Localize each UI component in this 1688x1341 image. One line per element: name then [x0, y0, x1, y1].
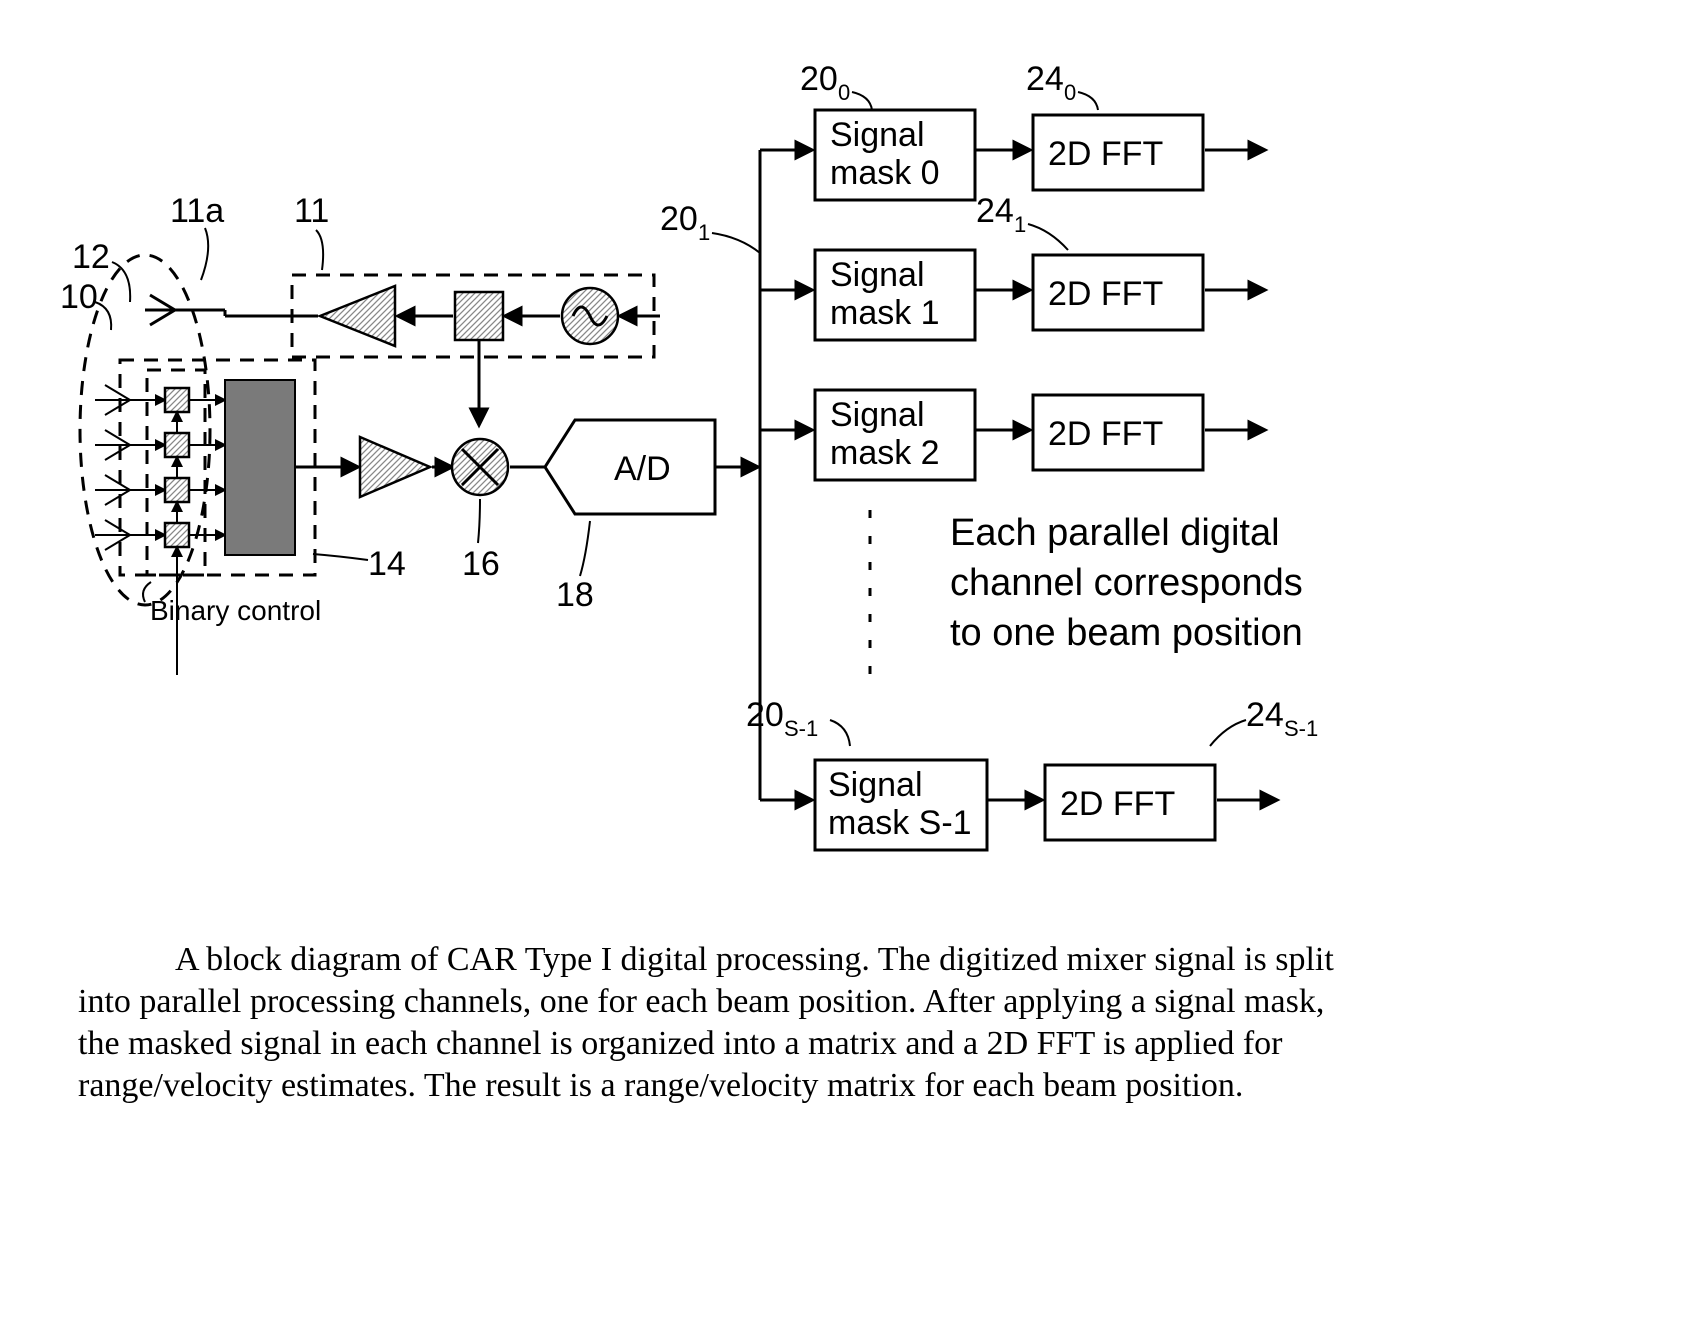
svg-text:mask S-1: mask S-1	[828, 804, 972, 842]
svg-text:16: 16	[462, 545, 500, 583]
svg-text:mask 2: mask 2	[830, 434, 940, 472]
svg-text:2D FFT: 2D FFT	[1060, 785, 1175, 823]
side-note-line2: channel corresponds	[950, 562, 1303, 604]
caption-line2: into parallel processing channels, one f…	[78, 983, 1324, 1020]
amplifier-icon	[360, 437, 430, 497]
car-diagram: Binary control	[0, 0, 1688, 1341]
svg-text:S-1: S-1	[1284, 716, 1318, 741]
channel-last: Signal mask S-1 2D FFT	[760, 760, 1277, 850]
channel-1: Signal mask 1 2D FFT	[760, 250, 1265, 340]
svg-text:Signal: Signal	[830, 116, 925, 154]
svg-text:20: 20	[746, 696, 784, 734]
svg-text:Signal: Signal	[830, 256, 925, 294]
channel-0: Signal mask 0 2D FFT	[760, 110, 1265, 200]
side-note-line1: Each parallel digital	[950, 512, 1280, 554]
svg-text:0: 0	[1064, 80, 1076, 105]
svg-text:12: 12	[72, 238, 110, 276]
caption-line1: A block diagram of CAR Type I digital pr…	[175, 941, 1334, 978]
tx-antenna	[145, 295, 225, 325]
caption-line4: range/velocity estimates. The result is …	[78, 1067, 1243, 1104]
ad-label: A/D	[614, 450, 671, 488]
svg-text:2D FFT: 2D FFT	[1048, 275, 1163, 313]
binary-control-label: Binary control	[150, 595, 321, 626]
svg-text:24: 24	[1026, 60, 1064, 98]
side-note-line3: to one beam position	[950, 612, 1303, 654]
svg-text:1: 1	[698, 220, 710, 245]
svg-text:11: 11	[294, 192, 329, 230]
svg-text:0: 0	[838, 80, 850, 105]
svg-text:24: 24	[976, 192, 1014, 230]
svg-text:2D FFT: 2D FFT	[1048, 135, 1163, 173]
svg-text:Signal: Signal	[828, 766, 923, 804]
caption-line3: the masked signal in each channel is org…	[78, 1025, 1283, 1062]
svg-text:mask 1: mask 1	[830, 294, 940, 332]
svg-text:Signal: Signal	[830, 396, 925, 434]
svg-text:1: 1	[1014, 212, 1026, 237]
svg-text:2D FFT: 2D FFT	[1048, 415, 1163, 453]
svg-text:11a: 11a	[170, 192, 224, 230]
svg-text:24: 24	[1246, 696, 1284, 734]
svg-text:14: 14	[368, 545, 406, 583]
svg-text:20: 20	[660, 200, 698, 238]
channel-2: Signal mask 2 2D FFT	[760, 390, 1265, 480]
antenna-array-boundary	[80, 255, 210, 605]
svg-text:18: 18	[556, 576, 594, 614]
svg-text:mask 0: mask 0	[830, 154, 940, 192]
rx-chain: A/D	[295, 420, 758, 514]
combiner-block	[225, 380, 295, 555]
svg-text:20: 20	[800, 60, 838, 98]
svg-text:10: 10	[60, 278, 98, 316]
svg-text:S-1: S-1	[784, 716, 818, 741]
